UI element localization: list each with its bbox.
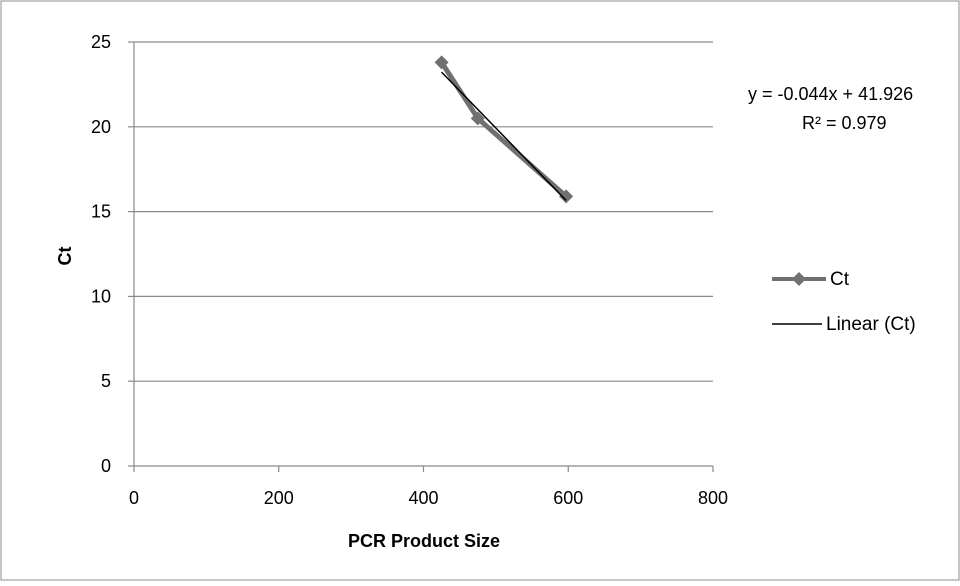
legend-item-linear-ct: Linear (Ct) [772, 314, 916, 335]
trendline [441, 71, 567, 201]
legend-ct-label: Ct [830, 269, 850, 290]
y-axis-title: Ct [55, 247, 75, 266]
y-tick-label-25: 25 [91, 32, 111, 52]
x-tick-label-0: 0 [129, 488, 139, 508]
data-point-0-2 [559, 189, 574, 204]
x-axis-title: PCR Product Size [348, 531, 500, 551]
legend-linear-label: Linear (Ct) [826, 314, 916, 335]
y-tick-label-15: 15 [91, 202, 111, 222]
legend-ct-marker [792, 272, 806, 286]
series-layer [434, 55, 574, 204]
axes-layer [128, 41, 714, 472]
x-tick-label-200: 200 [264, 488, 294, 508]
trendline-r-squared: R² = 0.979 [802, 113, 887, 133]
legend-item-ct: Ct [772, 269, 850, 290]
x-tick-label-600: 600 [553, 488, 583, 508]
y-tick-label-20: 20 [91, 117, 111, 137]
data-point-0-1 [470, 111, 485, 126]
y-tick-label-0: 0 [101, 456, 111, 476]
data-point-0-0 [434, 55, 449, 70]
x-tick-label-800: 800 [698, 488, 728, 508]
y-tick-label-10: 10 [91, 286, 111, 306]
legend: Ct Linear (Ct) [772, 269, 916, 335]
tick-labels: 0 5 10 15 20 25 0 200 400 600 800 [91, 32, 728, 508]
y-tick-label-5: 5 [101, 371, 111, 391]
trendline-equation: y = -0.044x + 41.926 [748, 84, 913, 104]
grid-layer [134, 41, 713, 382]
x-tick-label-400: 400 [408, 488, 438, 508]
